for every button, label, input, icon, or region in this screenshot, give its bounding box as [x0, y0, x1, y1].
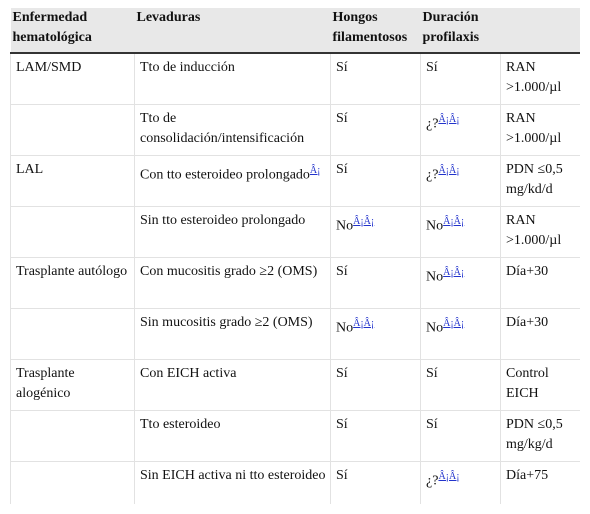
table-cell: Trasplante autólogo [10, 257, 135, 309]
cell-text: ¿? [426, 167, 439, 183]
footnote: Â¡Â¡ [443, 316, 464, 329]
table-cell: NoÂ¡Â¡ [330, 206, 421, 258]
header-cell [500, 8, 580, 54]
table-cell: LAL [10, 155, 135, 207]
cell-text: No [426, 320, 444, 336]
table-cell: Sí [420, 359, 501, 411]
table-row: Sin mucositis grado ≥2 (OMS) NoÂ¡Â¡ NoÂ¡Â¡… [10, 308, 580, 360]
table-cell: Día+30 [500, 257, 580, 309]
footnote: Â¡Â¡ [353, 214, 374, 227]
table-cell: Sin EICH activa ni tto esteroideo [134, 461, 331, 504]
footnote-link[interactable]: Â¡Â¡ [438, 471, 460, 482]
table-cell [10, 206, 135, 258]
footnote-link[interactable]: Â¡ [309, 165, 321, 176]
table-cell: Sí [330, 155, 421, 207]
table-cell: ¿?Â¡Â¡ [420, 155, 501, 207]
table-cell: Sí [420, 410, 501, 462]
table-cell: Sí [330, 257, 421, 309]
footnote: Â¡ [310, 163, 321, 176]
table-row: Tto esteroideo Sí Sí PDN ≤0,5 mg/kg/d [10, 410, 580, 462]
table-body: LAM/SMD Tto de inducción Sí Sí RAN >1.000/µl… [10, 52, 580, 504]
table-cell: PDN ≤0,5 mg/kg/d [500, 410, 580, 462]
table-cell: RAN >1.000/µl [500, 104, 580, 156]
table-cell: Sin tto esteroideo prolongado [134, 206, 331, 258]
cell-text: No [426, 218, 444, 234]
table-cell: Día+30 [500, 308, 580, 360]
table-cell: Tto de consolidación/intensificación [134, 104, 331, 156]
footnote: Â¡Â¡ [438, 469, 459, 482]
table-cell [10, 104, 135, 156]
table-cell: NoÂ¡Â¡ [420, 257, 501, 309]
footnote-link[interactable]: Â¡Â¡ [353, 216, 375, 227]
table-cell: PDN ≤0,5 mg/kd/d [500, 155, 580, 207]
table-cell: RAN >1.000/µl [500, 52, 580, 105]
cell-text: No [336, 320, 354, 336]
cell-text: Con tto esteroideo prolongado [140, 167, 310, 183]
cell-text: No [426, 269, 444, 285]
table-cell: Con EICH activa [134, 359, 331, 411]
table-row: LAM/SMD Tto de inducción Sí Sí RAN >1.000/µl [10, 52, 580, 105]
table-cell: Trasplante alogénico [10, 359, 135, 411]
header-cell: Hongos filamentosos [330, 8, 421, 54]
table-cell [10, 308, 135, 360]
table-cell: Sí [330, 359, 421, 411]
table-cell: NoÂ¡Â¡ [330, 308, 421, 360]
table-container: Enfermedad hematológica Levaduras Hongos f… [10, 8, 580, 504]
table-cell: Día+75 [500, 461, 580, 504]
table-row: Trasplante autólogo Con mucositis grado ≥… [10, 257, 580, 309]
header-cell: Duración profilaxis [420, 8, 501, 54]
header-cell: Levaduras [134, 8, 331, 54]
table-cell: Sí [330, 461, 421, 504]
table-cell: NoÂ¡Â¡ [420, 206, 501, 258]
footnote-link[interactable]: Â¡Â¡ [443, 318, 465, 329]
table-row: Tto de consolidación/intensificación Sí ¿?… [10, 104, 580, 156]
table-cell: ¿?Â¡Â¡ [420, 461, 501, 504]
table-cell: ¿?Â¡Â¡ [420, 104, 501, 156]
footnote: Â¡Â¡ [438, 112, 459, 125]
footnote: Â¡Â¡ [353, 316, 374, 329]
table-row: Trasplante alogénico Con EICH activa Sí Sí C… [10, 359, 580, 411]
table-cell: LAM/SMD [10, 52, 135, 105]
cell-text: No [336, 218, 354, 234]
cell-text: ¿? [426, 473, 439, 489]
table-cell: Sí [330, 410, 421, 462]
table-cell: Con tto esteroideo prolongadoÂ¡ [134, 155, 331, 207]
footnote: Â¡Â¡ [443, 214, 464, 227]
table-cell: RAN >1.000/µl [500, 206, 580, 258]
table-cell: Sí [420, 52, 501, 105]
table-cell: Con mucositis grado ≥2 (OMS) [134, 257, 331, 309]
footnote-link[interactable]: Â¡Â¡ [443, 267, 465, 278]
table-cell: Control EICH [500, 359, 580, 411]
table-cell [10, 461, 135, 504]
footnote: Â¡Â¡ [438, 163, 459, 176]
table-cell: NoÂ¡Â¡ [420, 308, 501, 360]
cell-text: ¿? [426, 116, 439, 132]
table-cell: Sí [330, 52, 421, 105]
data-table: Enfermedad hematológica Levaduras Hongos f… [10, 8, 580, 504]
footnote-link[interactable]: Â¡Â¡ [353, 318, 375, 329]
footnote-link[interactable]: Â¡Â¡ [443, 216, 465, 227]
table-cell [10, 410, 135, 462]
table-row: Sin tto esteroideo prolongado NoÂ¡Â¡ NoÂ¡Â… [10, 206, 580, 258]
header-cell: Enfermedad hematológica [10, 8, 135, 54]
table-cell: Tto esteroideo [134, 410, 331, 462]
footnote-link[interactable]: Â¡Â¡ [438, 165, 460, 176]
header-row: Enfermedad hematológica Levaduras Hongos f… [10, 8, 580, 54]
footnote-link[interactable]: Â¡Â¡ [438, 114, 460, 125]
table-row: LAL Con tto esteroideo prolongadoÂ¡ Sí ¿?Â¡… [10, 155, 580, 207]
footnote: Â¡Â¡ [443, 265, 464, 278]
table-cell: Sí [330, 104, 421, 156]
table-row: Sin EICH activa ni tto esteroideo Sí ¿?Â¡Â… [10, 461, 580, 504]
table-cell: Tto de inducción [134, 52, 331, 105]
table-cell: Sin mucositis grado ≥2 (OMS) [134, 308, 331, 360]
